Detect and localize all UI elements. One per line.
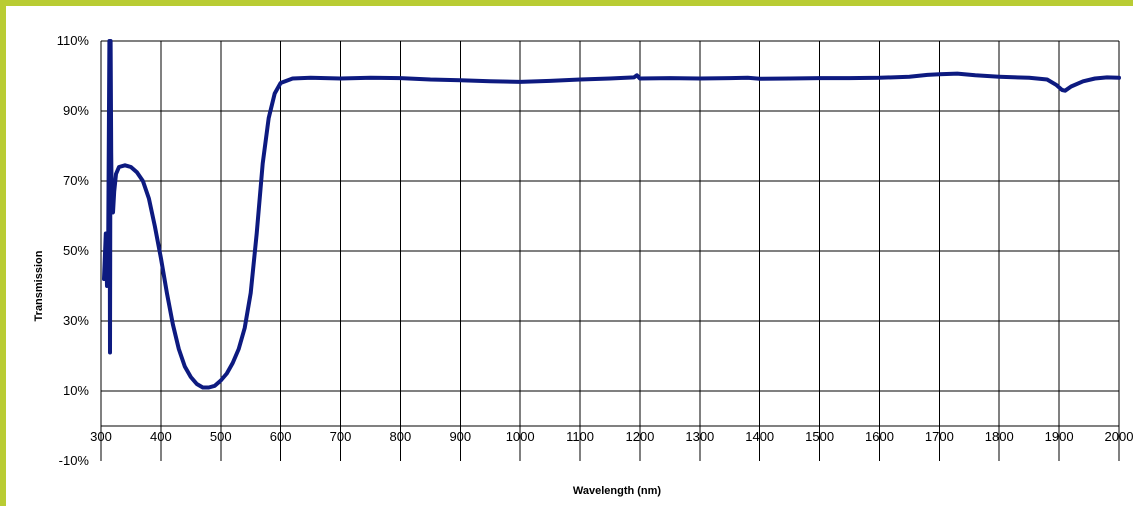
x-axis-label: Wavelength (nm)	[573, 485, 662, 497]
x-tick-label: 1100	[566, 429, 594, 444]
x-tick-label: 300	[90, 429, 112, 444]
x-tick-label: 1400	[745, 429, 774, 444]
y-tick-labels: -10% 10% 30% 50% 70% 90% 110%	[57, 33, 90, 468]
x-tick-label: 800	[390, 429, 412, 444]
x-tick-label: 700	[330, 429, 352, 444]
x-tick-label: 400	[150, 429, 172, 444]
y-tick-label: 30%	[63, 313, 89, 328]
x-tick-label: 1900	[1045, 429, 1074, 444]
x-tick-label: 1500	[805, 429, 834, 444]
x-tick-label: 1600	[865, 429, 894, 444]
y-tick-label: 70%	[63, 173, 89, 188]
y-tick-label: 90%	[63, 103, 89, 118]
y-tick-label: 110%	[57, 33, 90, 48]
y-axis-label: Transmission	[33, 250, 45, 321]
x-tick-label: 1300	[685, 429, 714, 444]
x-tick-label: 600	[270, 429, 292, 444]
x-tick-label: 1200	[625, 429, 654, 444]
series-line	[102, 39, 1121, 390]
x-tick-label: 1000	[506, 429, 535, 444]
x-tick-label: 2000	[1105, 429, 1133, 444]
x-tick-label: 500	[210, 429, 232, 444]
x-tick-label: 1700	[925, 429, 954, 444]
x-tick-labels: 300 400 500 600 700 800 900 1000 1100 1200 1300 140…	[90, 429, 1133, 444]
y-tick-label: -10%	[59, 453, 90, 468]
x-tick-label: 1800	[985, 429, 1014, 444]
y-tick-label: 10%	[63, 383, 89, 398]
x-tick-label: 900	[449, 429, 471, 444]
y-tick-label: 50%	[63, 243, 89, 258]
grid-lines	[100, 40, 1120, 461]
transmission-chart: -10% 10% 30% 50% 70% 90% 110% 300 400 500 600 700 8…	[33, 33, 1133, 497]
